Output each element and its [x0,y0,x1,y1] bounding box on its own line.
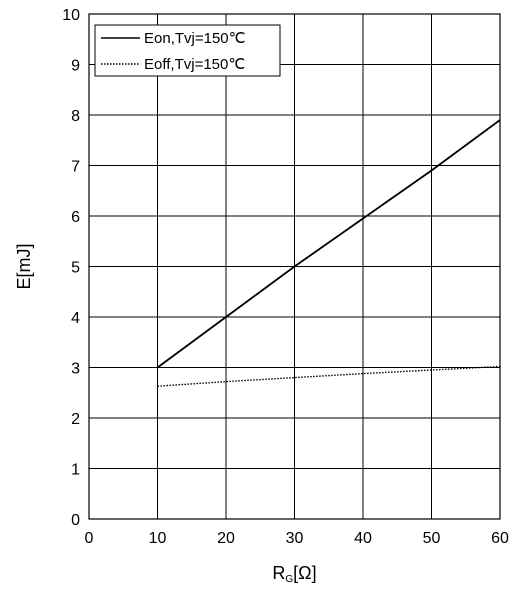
y-tick-label: 2 [71,411,80,428]
y-tick-label: 0 [71,512,80,529]
x-tick-label: 60 [491,530,509,547]
x-tick-label: 20 [217,530,235,547]
y-tick-label: 7 [71,159,80,176]
legend-label-eoff: Eoff,Tvj=150℃ [144,56,245,73]
x-axis-title: RG[Ω] [272,563,316,585]
x-tick-labels: 0 10 20 30 40 50 60 [85,530,509,547]
y-axis-title: E[mJ] [14,243,34,289]
y-tick-labels: 0 1 2 3 4 5 6 7 8 9 10 [62,7,80,529]
y-tick-label: 8 [71,108,80,125]
x-tick-label: 30 [286,530,304,547]
series-line-eoff [157,365,501,387]
x-tick-label: 0 [85,530,94,547]
y-tick-label: 6 [71,209,80,226]
plot-frame [88,13,501,520]
legend-label-eon: Eon,Tvj=150℃ [144,30,245,47]
y-tick-label: 10 [62,7,80,24]
x-axis-title-main: R [272,563,285,583]
legend: Eon,Tvj=150℃ Eoff,Tvj=150℃ [94,24,281,77]
y-tick-label: 9 [71,58,80,75]
y-tick-label: 3 [71,361,80,378]
series-line-eon [156,119,501,369]
y-tick-label: 4 [71,310,80,327]
x-tick-label: 40 [354,530,372,547]
x-tick-label: 10 [149,530,167,547]
x-tick-label: 50 [423,530,441,547]
x-axis-title-unit: [Ω] [293,563,316,583]
legend-box [94,24,281,77]
x-axis-title-subscript: G [285,574,293,585]
series-lines [156,119,501,387]
y-tick-label: 1 [71,462,80,479]
y-tick-label: 5 [71,260,80,277]
